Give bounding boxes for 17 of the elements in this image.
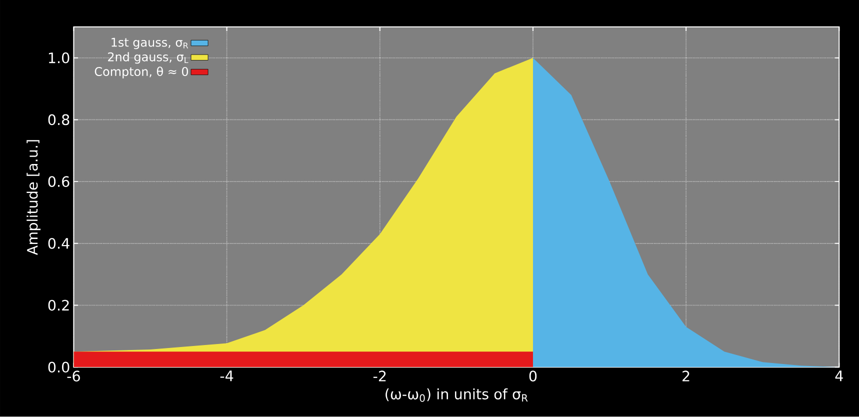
x-tick-label: -6 <box>67 370 80 382</box>
x-axis-title: (ω-ω$_{0}$) in units of σ$_{R}$ <box>386 388 528 402</box>
legend-label: Compton, θ ≈ 0 <box>94 66 188 78</box>
y-tick-label: 0.4 <box>48 238 70 249</box>
y-tick-label: 0.0 <box>48 362 70 373</box>
legend-label: 1st gauss, σ$_{R}$ <box>112 38 188 50</box>
y-tick-label: 1.0 <box>48 52 70 64</box>
x-tick-label: -2 <box>373 370 386 382</box>
x-tick-label: -4 <box>220 370 234 382</box>
x-tick-label: 2 <box>682 370 690 382</box>
legend-label: 2nd gauss, σ$_{L}$ <box>108 52 188 64</box>
y-tick-label: 0.6 <box>48 176 70 188</box>
x-tick-label: 4 <box>835 370 843 382</box>
y-axis-title: Amplitude [a.u.] <box>26 140 41 256</box>
y-tick-label: 0.8 <box>48 114 70 126</box>
y-tick-label: 0.2 <box>48 300 69 311</box>
x-tick-label: 0 <box>529 370 537 382</box>
